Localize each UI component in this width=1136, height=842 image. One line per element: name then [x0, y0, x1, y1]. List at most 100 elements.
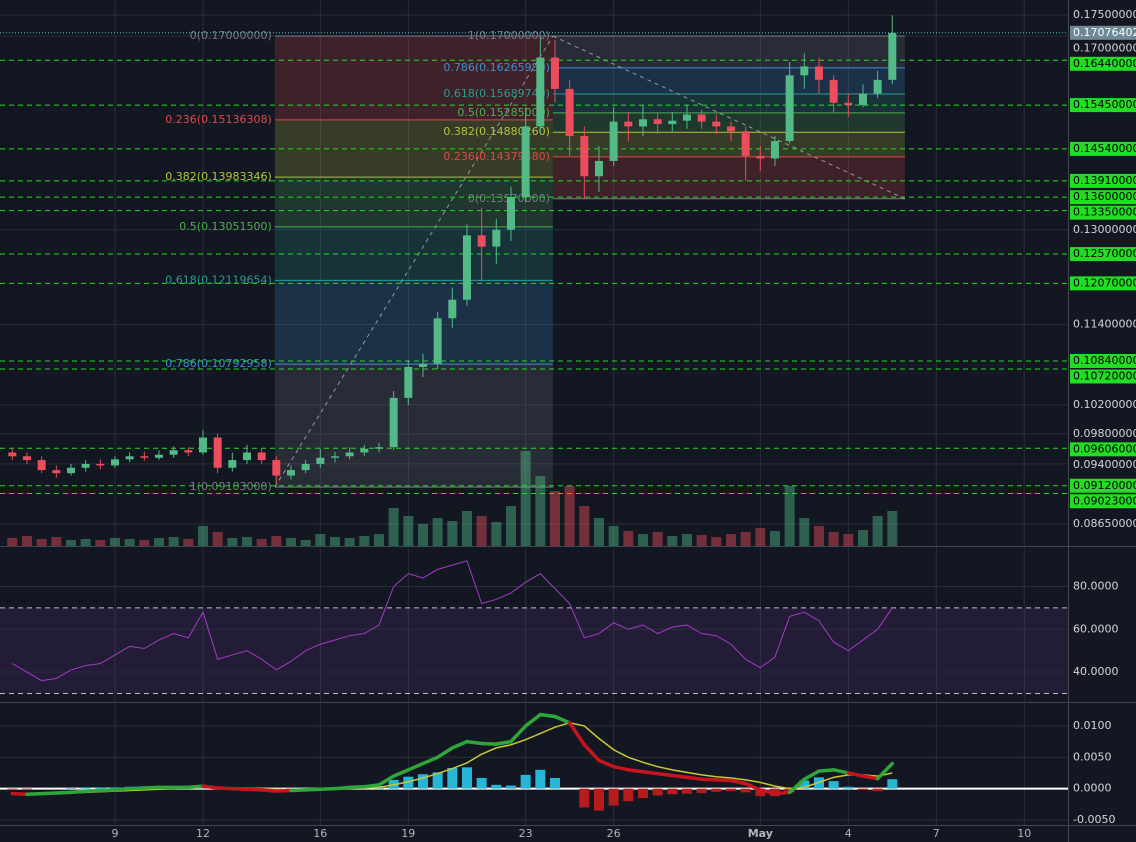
- candle-body: [873, 79, 882, 94]
- candle-body: [52, 470, 61, 474]
- macd-segment: [406, 761, 425, 772]
- histogram-bar: [667, 788, 678, 795]
- current-label-box: [1070, 25, 1136, 40]
- x-tick-label: 12: [196, 827, 210, 840]
- macd-segment: [685, 775, 704, 781]
- macd-segment: [538, 712, 557, 719]
- histogram-bar: [417, 774, 428, 789]
- macd-segment: [817, 768, 836, 773]
- candle-body: [565, 88, 574, 137]
- y-tick-label: 0.0000: [1073, 782, 1112, 795]
- histogram-bar: [593, 788, 604, 811]
- macd-segment: [201, 784, 220, 790]
- fib-label: 0.382(0.14880260): [443, 125, 550, 138]
- volume-bar: [153, 538, 164, 546]
- macd-segment: [83, 788, 103, 793]
- candle-body: [594, 160, 603, 177]
- histogram-bar: [461, 767, 472, 789]
- level-label-box: [1070, 141, 1136, 156]
- volume-bar: [637, 534, 648, 546]
- candle-body: [580, 136, 589, 177]
- macd-segment: [670, 773, 689, 780]
- level-label: 0.09606000: [1073, 442, 1136, 455]
- macd-segment: [787, 777, 807, 795]
- level-label-box: [1070, 247, 1136, 262]
- volume-bar: [124, 539, 135, 546]
- fib-label: 1(0.17000000): [468, 29, 550, 42]
- candle-body: [389, 397, 398, 448]
- candle-body: [668, 120, 677, 125]
- volume-bar: [197, 526, 208, 546]
- histogram-bar: [696, 788, 707, 794]
- fib-trend: [274, 35, 554, 488]
- histogram-bar: [491, 784, 502, 789]
- macd-segment: [611, 764, 631, 772]
- candle-body: [624, 121, 633, 127]
- y-tick-label: 0.0050: [1073, 750, 1112, 763]
- fib-label: 0.786(0.16265980): [443, 61, 550, 74]
- rsi-line: [12, 560, 893, 682]
- fib-label: 0.618(0.15689740): [443, 87, 550, 100]
- fib-zone: [552, 132, 905, 157]
- fib-label: 0.236(0.15136308): [165, 113, 272, 126]
- macd-segment: [582, 743, 601, 763]
- candle-body: [638, 119, 647, 127]
- candle-body: [8, 452, 17, 457]
- volume-bar: [21, 536, 32, 546]
- candle-body: [536, 57, 545, 127]
- volume-bar: [373, 534, 384, 546]
- macd-segment: [699, 777, 719, 782]
- candle-body: [110, 459, 119, 466]
- fib-zone: [274, 280, 553, 365]
- volume-bar: [227, 538, 238, 546]
- candle-body: [785, 75, 794, 142]
- candle-body: [433, 318, 442, 364]
- y-tick-label: 0.13000000: [1073, 223, 1136, 236]
- level-label: 0.13910000: [1073, 174, 1136, 187]
- macd-segment: [10, 791, 29, 797]
- level-label-box: [1070, 190, 1136, 205]
- macd-segment: [289, 788, 308, 793]
- fib-label: 1(0.09103000): [190, 480, 272, 493]
- macd-segment: [509, 724, 528, 744]
- macd-segment: [230, 786, 249, 792]
- histogram-bar: [755, 788, 766, 797]
- volume-bar: [784, 486, 795, 546]
- level-label: 0.14540000: [1073, 142, 1136, 155]
- macd-segment: [127, 786, 147, 791]
- fib-zone: [274, 36, 553, 120]
- y-tick-label: -0.0050: [1073, 813, 1115, 826]
- y-tick-label: 60.0000: [1073, 622, 1119, 635]
- macd-segment: [861, 774, 880, 781]
- candle-body: [272, 460, 281, 476]
- candle-body: [418, 363, 427, 368]
- macd-segment: [347, 785, 367, 790]
- volume-bar: [285, 538, 296, 546]
- histogram-bar: [608, 788, 619, 806]
- level-label-box: [1070, 276, 1136, 291]
- candle-body: [242, 452, 251, 461]
- macd-segment: [435, 746, 455, 760]
- current-label: 0.17076402: [1073, 26, 1136, 39]
- histogram-bar: [447, 767, 458, 789]
- histogram-bar: [637, 788, 648, 799]
- volume-bar: [491, 522, 502, 546]
- x-tick-label: 7: [933, 827, 940, 840]
- macd-segment: [714, 778, 733, 783]
- volume-bar: [109, 538, 120, 546]
- candle-body: [741, 131, 750, 156]
- volume-bar: [725, 534, 736, 546]
- macd-segment: [831, 768, 851, 775]
- volume-bar: [549, 491, 560, 546]
- histogram-bar: [535, 769, 546, 789]
- macd-segment: [773, 790, 792, 796]
- volume-bar: [755, 528, 766, 546]
- x-tick-label: 9: [111, 827, 118, 840]
- volume-bar: [696, 535, 707, 546]
- macd-segment: [362, 783, 381, 789]
- candle-body: [228, 460, 237, 468]
- level-label-box: [1070, 205, 1136, 220]
- macd-segment: [597, 758, 616, 769]
- candle-body: [844, 102, 853, 106]
- candle-body: [345, 452, 354, 457]
